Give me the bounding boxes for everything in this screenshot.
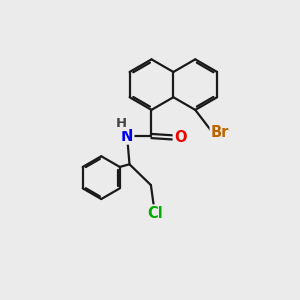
Text: N: N — [121, 128, 133, 143]
Text: O: O — [174, 130, 186, 145]
Text: Br: Br — [211, 125, 229, 140]
Text: Cl: Cl — [148, 206, 163, 220]
Text: H: H — [116, 117, 127, 130]
